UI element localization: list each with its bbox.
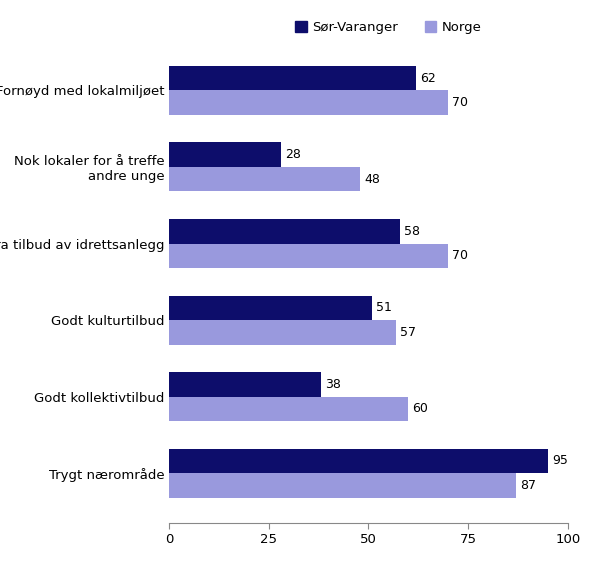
Text: 60: 60 [413, 403, 428, 415]
Text: 95: 95 [552, 454, 568, 467]
Bar [169, 473, 516, 498]
Bar [169, 449, 548, 473]
Text: 70: 70 [452, 249, 468, 262]
Text: 57: 57 [400, 326, 416, 339]
Bar [169, 142, 281, 167]
Bar [169, 167, 361, 192]
Bar [169, 320, 396, 345]
Text: 38: 38 [324, 378, 341, 391]
Text: 62: 62 [420, 71, 436, 85]
Text: 28: 28 [284, 148, 301, 161]
Bar [169, 66, 416, 91]
Text: 48: 48 [364, 173, 381, 186]
Text: 70: 70 [452, 96, 468, 109]
Bar [169, 219, 400, 243]
Text: 87: 87 [520, 479, 536, 492]
Bar [169, 372, 321, 397]
Legend: Sør-Varanger, Norge: Sør-Varanger, Norge [295, 21, 481, 34]
Bar [169, 243, 448, 268]
Bar [169, 296, 373, 320]
Bar [169, 397, 408, 421]
Text: 51: 51 [376, 302, 392, 314]
Bar [169, 91, 448, 115]
Text: 58: 58 [404, 225, 420, 238]
